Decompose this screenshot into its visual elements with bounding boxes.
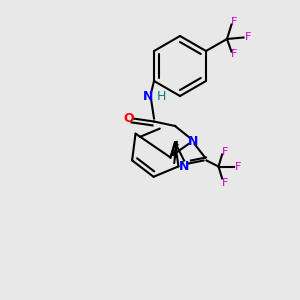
Text: N: N [179,160,189,173]
Text: F: F [222,178,228,188]
Text: F: F [222,146,228,157]
Text: F: F [235,161,241,172]
Text: O: O [123,112,134,125]
Text: N: N [143,89,153,103]
Text: N: N [188,134,198,148]
Text: H: H [157,89,166,103]
Text: F: F [231,49,238,59]
Text: F: F [245,32,251,43]
Text: F: F [231,17,238,28]
